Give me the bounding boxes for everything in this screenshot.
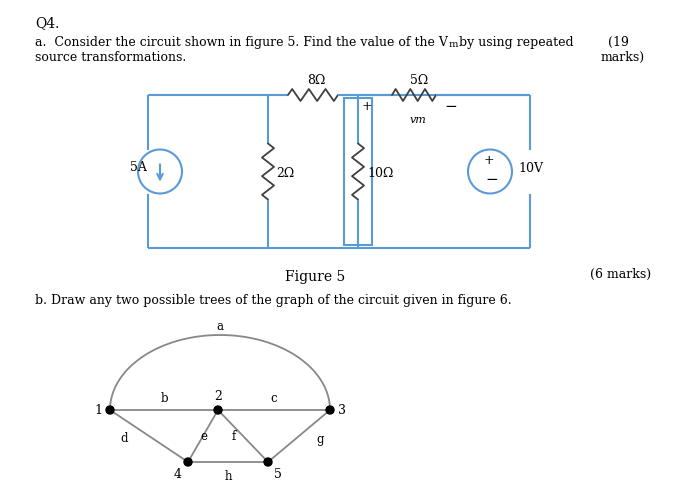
Text: (19: (19 [608, 36, 629, 49]
Text: marks): marks) [601, 51, 645, 64]
Text: h: h [224, 470, 232, 482]
Text: 10V: 10V [518, 162, 543, 175]
Text: 5: 5 [274, 469, 282, 481]
Text: 3: 3 [338, 404, 346, 416]
Circle shape [326, 406, 334, 414]
Text: −: − [444, 100, 456, 114]
Text: Figure 5: Figure 5 [285, 270, 345, 284]
Text: 4: 4 [174, 469, 182, 481]
Text: f: f [232, 429, 236, 443]
Text: (6 marks): (6 marks) [590, 268, 651, 281]
Text: Q4.: Q4. [35, 16, 60, 30]
Text: 2Ω: 2Ω [276, 167, 294, 180]
Text: by using repeated: by using repeated [455, 36, 573, 49]
Text: g: g [316, 432, 323, 446]
Text: e: e [200, 429, 207, 443]
Text: a: a [216, 321, 223, 334]
Text: 2: 2 [214, 391, 222, 404]
Text: 8Ω: 8Ω [307, 75, 326, 88]
Text: b: b [160, 393, 168, 406]
Bar [344, 98, 372, 245]
Text: vm: vm [410, 115, 427, 125]
Text: 1: 1 [94, 404, 102, 416]
Text: −: − [485, 172, 498, 186]
Text: +: + [362, 100, 372, 113]
Circle shape [184, 458, 192, 466]
Text: 5A: 5A [130, 161, 147, 174]
Circle shape [214, 406, 222, 414]
Text: +: + [484, 154, 495, 167]
Text: a.  Consider the circuit shown in figure 5. Find the value of the V: a. Consider the circuit shown in figure … [35, 36, 448, 49]
Text: m: m [449, 40, 458, 49]
Circle shape [264, 458, 272, 466]
Circle shape [106, 406, 114, 414]
Text: 10Ω: 10Ω [367, 167, 393, 180]
Text: source transformations.: source transformations. [35, 51, 186, 64]
Text: c: c [271, 393, 277, 406]
Text: 5Ω: 5Ω [410, 75, 428, 88]
Text: b. Draw any two possible trees of the graph of the circuit given in figure 6.: b. Draw any two possible trees of the gr… [35, 294, 512, 307]
Text: d: d [120, 432, 127, 446]
